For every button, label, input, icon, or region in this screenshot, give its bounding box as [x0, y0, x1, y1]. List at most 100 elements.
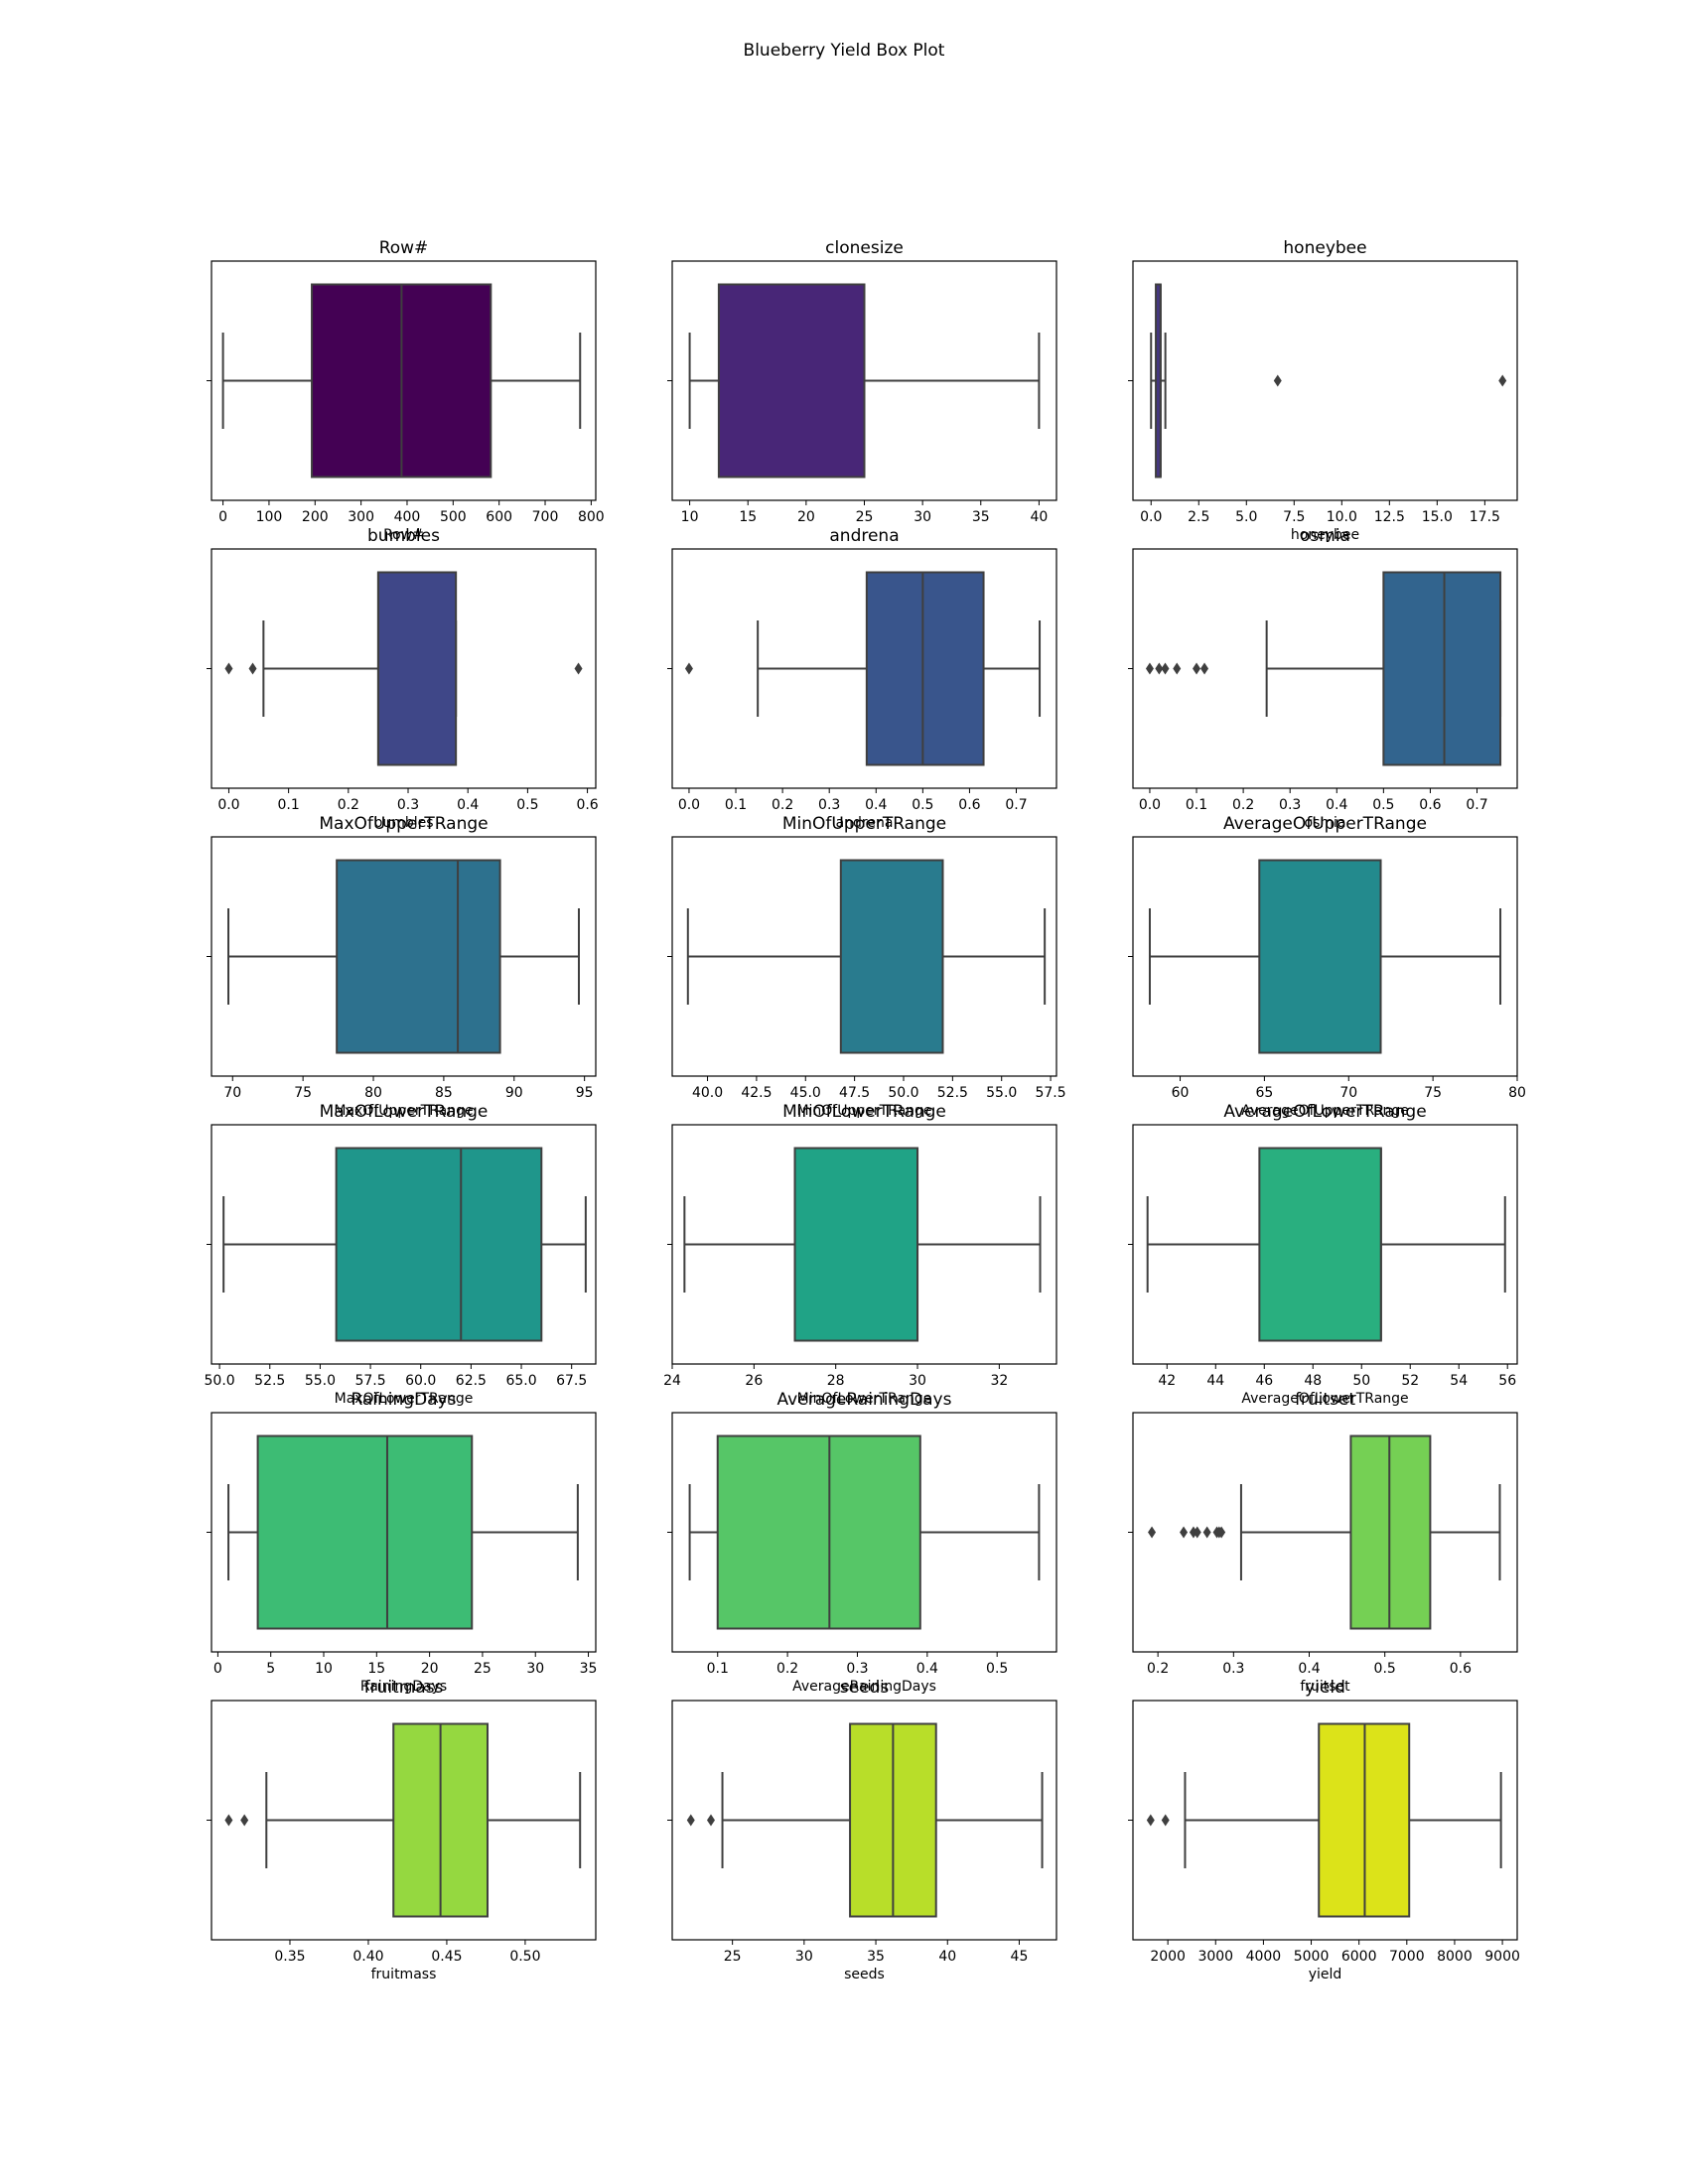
- subplot-title: AverageOfLowerTRange: [1223, 1102, 1426, 1122]
- outlier-point: [574, 662, 583, 675]
- x-tick-label: 57.5: [354, 1373, 385, 1389]
- box-iqr: [717, 283, 866, 478]
- x-axis-label: AverageOfLowerTRange: [1241, 1391, 1408, 1407]
- subplot-averagerainingdays: 0.1 0.2 0.3 0.4 0.5 AverageRainingDays Average…: [667, 1390, 1057, 1695]
- subplot-row-: 0 100 200 300 400 500 600 700 800 Row# Row#: [207, 238, 605, 543]
- x-tick-label: 70: [1339, 1085, 1357, 1101]
- x-axis-label: AverageOfUpperTRange: [1241, 1103, 1409, 1119]
- x-tick-label: 28: [827, 1373, 845, 1389]
- x-axis-label: MaxOfUpperTRange: [334, 1103, 473, 1119]
- x-tick-label: 0.2: [776, 1661, 798, 1677]
- x-tick-label: 0.5: [1374, 1661, 1396, 1677]
- box-iqr: [716, 1434, 921, 1630]
- outlier-point: [240, 1814, 249, 1827]
- box-iqr: [839, 859, 944, 1054]
- x-tick-label: 3000: [1197, 1949, 1233, 1965]
- x-tick-label: 45: [1011, 1949, 1029, 1965]
- x-tick-label: 50: [1352, 1373, 1370, 1389]
- x-tick-label: 0.5: [912, 797, 933, 813]
- x-tick-label: 0.6: [958, 797, 980, 813]
- outlier-point: [1498, 374, 1507, 387]
- x-tick-label: 200: [302, 509, 329, 525]
- x-tick-label: 0.0: [1139, 797, 1161, 813]
- outlier-point: [1148, 1526, 1157, 1539]
- x-tick-label: 52: [1401, 1373, 1419, 1389]
- subplot-title: yield: [1305, 1678, 1345, 1698]
- x-tick-label: 0.7: [1005, 797, 1027, 813]
- x-tick-label: 20: [797, 509, 815, 525]
- x-tick-label: 44: [1206, 1373, 1224, 1389]
- outlier-point: [1180, 1526, 1189, 1539]
- subplot-andrena: 0.0 0.1 0.2 0.3 0.4 0.5 0.6 0.7 andrena andrena: [667, 526, 1057, 831]
- subplot-bumbles: 0.0 0.1 0.2 0.3 0.4 0.5 0.6 bumbles bumbles: [207, 526, 599, 831]
- subplot-title: RainingDays: [351, 1390, 456, 1410]
- x-tick-label: 0: [213, 1661, 222, 1677]
- x-tick-label: 0.3: [1279, 797, 1301, 813]
- x-tick-label: 50.0: [888, 1085, 918, 1101]
- subplot-minofuppertrange: 40.0 42.5 45.0 47.5 50.0 52.5 55.0 57.5 MinOfUpp…: [667, 814, 1066, 1119]
- x-tick-label: 90: [505, 1085, 523, 1101]
- x-tick-label: 50.0: [205, 1373, 235, 1389]
- x-axis-label: MinOfLowerTRange: [797, 1391, 932, 1407]
- x-tick-label: 56: [1498, 1373, 1516, 1389]
- box-iqr: [1258, 859, 1382, 1054]
- x-tick-label: 10: [315, 1661, 333, 1677]
- subplot-title: bumbles: [367, 526, 440, 546]
- outlier-point: [224, 662, 233, 675]
- x-tick-label: 0.1: [707, 1661, 729, 1677]
- x-tick-label: 0.1: [278, 797, 300, 813]
- x-tick-label: 15: [739, 509, 757, 525]
- outlier-point: [1173, 662, 1182, 675]
- x-tick-label: 500: [440, 509, 467, 525]
- subplot-title: andrena: [829, 526, 899, 546]
- x-tick-label: 42: [1158, 1373, 1176, 1389]
- x-tick-label: 8000: [1437, 1949, 1473, 1965]
- x-tick-label: 80: [1508, 1085, 1526, 1101]
- x-tick-label: 0.5: [516, 797, 538, 813]
- x-axis-label: MaxOfLowerTRange: [335, 1391, 474, 1407]
- x-tick-label: 10: [681, 509, 699, 525]
- x-tick-label: 52.5: [254, 1373, 285, 1389]
- subplot-honeybee: 0.0 2.5 5.0 7.5 10.0 12.5 15.0 17.5 honeybee hone…: [1128, 238, 1518, 543]
- x-tick-label: 80: [364, 1085, 382, 1101]
- subplot-title: MinOfLowerTRange: [782, 1102, 946, 1122]
- subplot-minoflowertrange: 24 26 28 30 32 MinOfLowerTRange MinOfLowerTRan…: [663, 1102, 1057, 1407]
- subplot-title: Row#: [379, 238, 429, 258]
- box-iqr: [335, 1147, 543, 1342]
- x-tick-label: 6000: [1341, 1949, 1377, 1965]
- x-tick-label: 60: [1172, 1085, 1190, 1101]
- x-tick-label: 0.35: [274, 1949, 305, 1965]
- x-tick-label: 0.2: [338, 797, 359, 813]
- subplot-title: AverageOfUpperTRange: [1223, 814, 1427, 834]
- x-tick-label: 0.4: [1326, 797, 1347, 813]
- x-tick-label: 10.0: [1327, 509, 1357, 525]
- x-tick-label: 40: [938, 1949, 956, 1965]
- x-tick-label: 7.5: [1283, 509, 1305, 525]
- x-tick-label: 46: [1255, 1373, 1273, 1389]
- x-tick-label: 100: [256, 509, 283, 525]
- x-tick-label: 0.4: [1298, 1661, 1320, 1677]
- x-tick-label: 20: [421, 1661, 439, 1677]
- x-tick-label: 65: [1255, 1085, 1273, 1101]
- x-tick-label: 0.0: [1140, 509, 1162, 525]
- x-tick-label: 35: [972, 509, 990, 525]
- x-tick-label: 60.0: [405, 1373, 436, 1389]
- x-tick-label: 55.0: [986, 1085, 1017, 1101]
- subplot-maxoflowertrange: 50.0 52.5 55.0 57.5 60.0 62.5 65.0 67.5 MaxOfLow…: [205, 1102, 597, 1407]
- x-tick-label: 2.5: [1188, 509, 1209, 525]
- x-tick-label: 12.5: [1374, 509, 1405, 525]
- x-axis-label: honeybee: [1291, 527, 1359, 543]
- x-axis-label: MinOfUpperTRange: [796, 1103, 931, 1119]
- x-tick-label: 0.7: [1466, 797, 1487, 813]
- subplot-title: honeybee: [1283, 238, 1366, 258]
- x-tick-label: 0.0: [678, 797, 700, 813]
- x-tick-label: 2000: [1150, 1949, 1186, 1965]
- x-tick-label: 4000: [1246, 1949, 1282, 1965]
- box-iqr: [793, 1147, 919, 1342]
- subplot-title: osmia: [1300, 526, 1350, 546]
- subplot-clonesize: 10 15 20 25 30 35 40 clonesize: [667, 238, 1057, 525]
- x-tick-label: 40: [1030, 509, 1048, 525]
- outlier-point: [224, 1814, 233, 1827]
- box-iqr: [256, 1434, 474, 1630]
- subplot-maxofuppertrange: 70 75 80 85 90 95 MaxOfUpperTRange MaxOfUpperTR…: [207, 814, 597, 1119]
